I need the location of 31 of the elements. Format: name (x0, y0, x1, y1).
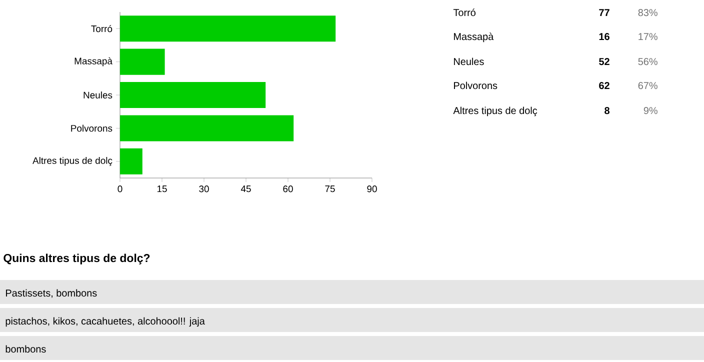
text: 17% (638, 33, 658, 40)
x-tick-label: 90 (367, 186, 377, 192)
x-tick-label: 15 (157, 186, 167, 192)
y-tick-label: Altres tipus de dolç (32, 156, 112, 166)
x-tick-label: 60 (283, 186, 293, 192)
category-label: Altres tipus de dolç (453, 106, 538, 116)
text: 8 (604, 107, 610, 114)
text: 52 (599, 58, 610, 66)
y-tick-label: Polvorons (71, 124, 112, 132)
y-tick-label: Massapà (74, 57, 112, 66)
text: 56% (638, 58, 658, 66)
text: bombons (6, 345, 46, 353)
y-tick-label: Neules (84, 92, 112, 98)
category-label: Polvorons (454, 82, 498, 90)
category-label: Torró (453, 8, 476, 16)
text: Quins altres tipus de dolç? (4, 254, 150, 264)
category-label: Neules (454, 58, 484, 66)
x-tick-label: 0 (118, 186, 122, 192)
text: 62 (599, 82, 610, 90)
text: Pastissets, bombons (6, 289, 97, 298)
text: pistachos, kikos, cacahuetes, alcohoool!! jaja (6, 317, 205, 327)
x-tick-label: 45 (240, 186, 251, 192)
category-label: Massapà (454, 32, 494, 42)
text: 77 (599, 9, 610, 16)
text: 67% (638, 82, 658, 90)
text: 16 (599, 33, 610, 40)
text: 83% (638, 9, 658, 16)
x-tick-label: 30 (199, 186, 209, 192)
text: 9% (644, 107, 658, 114)
x-tick-label: 75 (325, 186, 335, 192)
y-tick-label: Torró (91, 25, 112, 32)
